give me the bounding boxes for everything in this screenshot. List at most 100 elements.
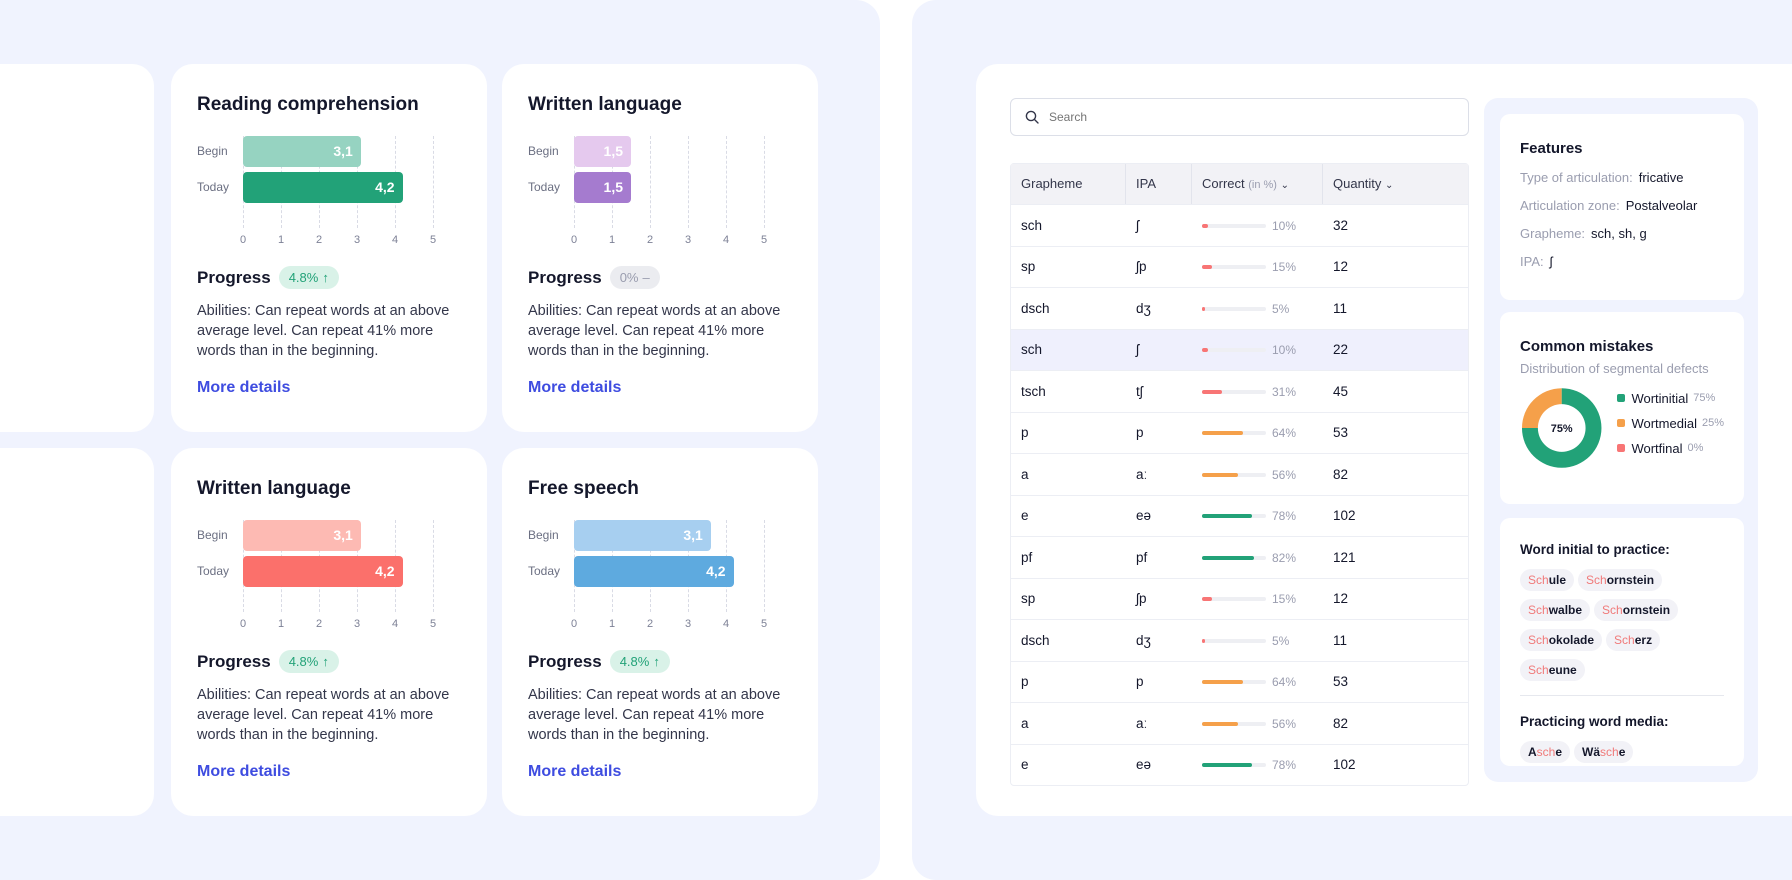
axis-tick-label: 4: [391, 618, 399, 630]
axis-tick-label: 3: [353, 618, 361, 630]
cell-ipa: ʃ: [1136, 217, 1139, 233]
chip-post: e: [1555, 745, 1563, 759]
table-row[interactable]: sp ʃp 15% 12: [1011, 245, 1468, 288]
more-details-link[interactable]: More details: [528, 379, 622, 396]
cell-correct: 10%: [1192, 342, 1323, 357]
correct-progress-bar: [1202, 306, 1266, 311]
header-label: Grapheme: [1021, 176, 1083, 191]
feature-row: Type of articulation: fricative: [1520, 170, 1724, 185]
feature-value: fricative: [1638, 170, 1684, 185]
cell-grapheme: e: [1021, 757, 1029, 773]
table-row[interactable]: e eə 78% 102: [1011, 494, 1468, 537]
practice-word-chip[interactable]: Scheune: [1520, 659, 1585, 681]
axis-tick-label: 3: [353, 234, 361, 246]
cell-grapheme: e: [1021, 508, 1029, 524]
legend-item: Wortmedial 25%: [1617, 416, 1724, 431]
cell-grapheme: dsch: [1021, 632, 1050, 648]
correct-progress-fill: [1202, 721, 1238, 726]
correct-progress-fill: [1202, 223, 1209, 228]
search-box[interactable]: [1010, 98, 1469, 136]
skill-title: Written language: [528, 94, 682, 115]
bar-value-label: 3,1: [333, 527, 353, 543]
practice-word-chip[interactable]: Schokolade: [1520, 629, 1603, 651]
table-row[interactable]: e eə 78% 102: [1011, 743, 1468, 786]
table-row[interactable]: pf pf 82% 121: [1011, 536, 1468, 578]
legend-percent: 25%: [1701, 417, 1724, 429]
axis-tick-label: 4: [722, 234, 730, 246]
feature-label: IPA:: [1520, 254, 1544, 269]
correct-progress-bar: [1202, 638, 1266, 643]
feature-row: IPA: ʃ: [1520, 254, 1724, 269]
table-row[interactable]: tsch tʃ 31% 45: [1011, 370, 1468, 412]
correct-progress-bar: [1202, 555, 1266, 560]
practice-word-chip[interactable]: Schornstein: [1578, 569, 1663, 591]
table-row[interactable]: sch ʃ 10% 32: [1011, 204, 1468, 246]
practice-word-chip[interactable]: Schwalbe: [1520, 599, 1591, 621]
grid-line: [650, 136, 651, 228]
cell-ipa: ʃp: [1136, 259, 1147, 275]
table-row[interactable]: a aː 56% 82: [1011, 702, 1468, 744]
correct-progress-fill: [1202, 514, 1252, 519]
progress-label: Progress: [197, 651, 271, 671]
cell-quantity: 82: [1333, 466, 1349, 482]
cell-ipa: ʃ: [1136, 342, 1139, 358]
practice-word-chip[interactable]: Schornstein: [1594, 599, 1679, 621]
cell-correct: 15%: [1192, 259, 1323, 274]
axis-tick-label: 3: [684, 234, 692, 246]
more-details-link[interactable]: More details: [528, 763, 622, 780]
search-input[interactable]: [1049, 110, 1449, 124]
more-details-link[interactable]: More details: [197, 379, 291, 396]
legend-item: Wortinitial 75%: [1617, 391, 1724, 406]
table-row[interactable]: sp ʃp 15% 12: [1011, 577, 1468, 620]
correct-progress-fill: [1202, 306, 1206, 311]
table-row[interactable]: dsch dʒ 5% 11: [1011, 287, 1468, 329]
practice-word-chip[interactable]: Schule: [1520, 569, 1575, 591]
bar-label-begin: Begin: [528, 144, 559, 158]
cell-grapheme: sp: [1021, 591, 1036, 607]
chip-rest: erz: [1634, 633, 1653, 647]
features-title: Features: [1520, 140, 1583, 157]
skill-title: Free speech: [528, 478, 639, 499]
progress-bar-chart: Begin 1,5 Today 1,5 0 1 2 3 4 5: [528, 136, 798, 256]
correct-progress-fill: [1202, 348, 1209, 353]
grid-line: [764, 520, 765, 612]
skill-title: Reading comprehension: [197, 94, 419, 115]
practice-word-chip[interactable]: Scherz: [1606, 629, 1661, 651]
chip-pre: Wä: [1582, 745, 1601, 759]
skill-title: Written language: [197, 478, 351, 499]
mistakes-title: Common mistakes: [1520, 338, 1654, 355]
column-header-ipa[interactable]: IPA: [1126, 164, 1192, 204]
cell-ipa: eə: [1136, 508, 1152, 524]
column-header-grapheme[interactable]: Grapheme: [1011, 164, 1126, 204]
progress-value: 4.8%: [288, 654, 319, 669]
divider: [1520, 695, 1724, 696]
table-row[interactable]: sch ʃ 10% 22: [1011, 328, 1468, 370]
axis-tick-label: 1: [608, 618, 616, 630]
table-row[interactable]: p p 64% 53: [1011, 411, 1468, 454]
correct-progress-bar: [1202, 721, 1266, 726]
abilities-text: Abilities: Can repeat words at an above …: [197, 687, 450, 743]
table-row[interactable]: p p 64% 53: [1011, 660, 1468, 703]
legend-label: Wortmedial: [1631, 415, 1697, 431]
cell-quantity: 45: [1333, 383, 1349, 399]
chevron-down-icon: ⌄: [1280, 180, 1289, 191]
axis-tick-label: 0: [239, 618, 247, 630]
donut-center: [1539, 406, 1584, 450]
table-row[interactable]: dsch dʒ 5% 11: [1011, 619, 1468, 661]
bar-begin: 3,1: [243, 520, 361, 551]
column-header-quantity[interactable]: Quantity ⌄: [1323, 164, 1468, 204]
cell-grapheme: dsch: [1021, 300, 1050, 316]
skill-card-partial: [0, 64, 154, 432]
cell-grapheme: p: [1021, 425, 1029, 441]
chip-highlight: Sch: [1602, 603, 1623, 617]
cell-correct: 31%: [1192, 384, 1323, 399]
axis-tick-label: 2: [315, 618, 323, 630]
bar-today: 4,2: [243, 172, 403, 203]
media-word-chip[interactable]: Wäsche: [1574, 741, 1634, 763]
media-word-chip[interactable]: Asche: [1520, 741, 1571, 763]
column-header-correct[interactable]: Correct (in %) ⌄: [1192, 164, 1323, 204]
correct-progress-fill: [1202, 431, 1243, 436]
table-row[interactable]: a aː 56% 82: [1011, 453, 1468, 495]
more-details-link[interactable]: More details: [197, 763, 291, 780]
cell-quantity: 82: [1333, 715, 1349, 731]
